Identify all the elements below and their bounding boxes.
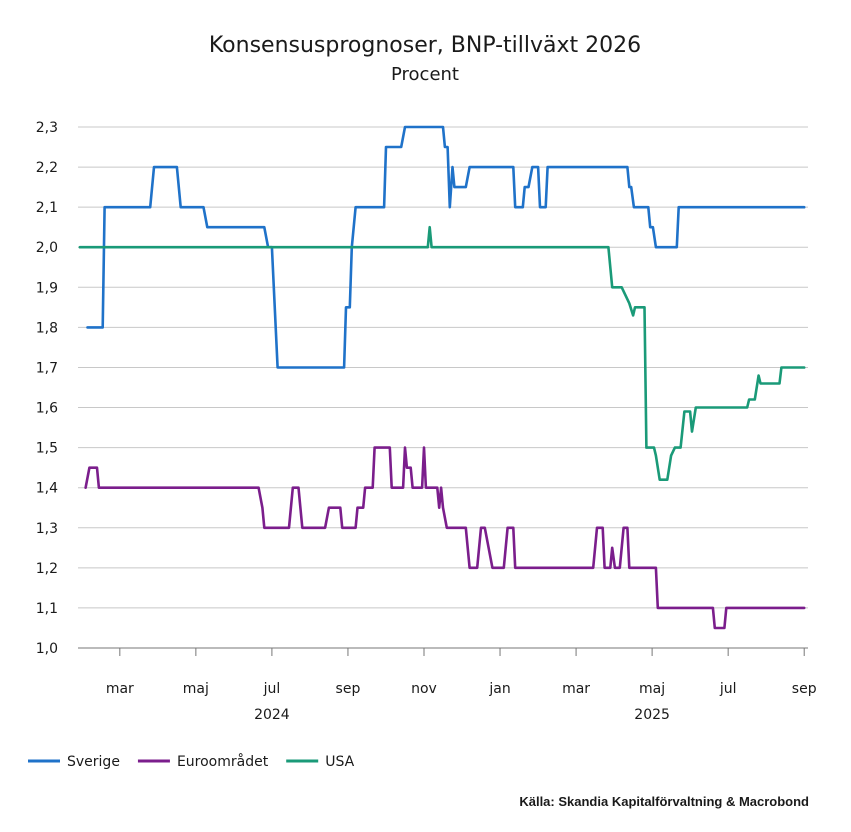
y-tick-label: 2,0 — [36, 240, 58, 256]
x-tick-label: sep — [336, 681, 361, 697]
series-line-euroomr-det — [84, 446, 806, 630]
x-year-label: 2024 — [254, 707, 290, 723]
grid-lines — [78, 126, 808, 649]
y-tick-label: 2,1 — [36, 200, 58, 216]
y-tick-label: 1,8 — [36, 320, 58, 336]
chart-title: Konsensusprognoser, BNP-tillväxt 2026 — [209, 33, 641, 58]
legend-label: USA — [325, 754, 354, 770]
y-tick-label: 1,7 — [36, 360, 58, 376]
series-line-sverige — [86, 125, 806, 369]
x-tick-label: jan — [488, 681, 510, 697]
y-tick-label: 2,3 — [36, 120, 58, 136]
source-note: Källa: Skandia Kapitalförvaltning & Macr… — [519, 794, 809, 809]
x-tick-label: sep — [792, 681, 817, 697]
y-tick-label: 1,1 — [36, 601, 58, 617]
y-tick-label: 1,5 — [36, 441, 58, 457]
y-tick-label: 1,3 — [36, 521, 58, 537]
y-axis: 1,0 1,1 1,2 1,3 1,4 1,5 1,6 1,7 1,8 1,9 2,0 2,1 2,2 2… — [36, 120, 58, 657]
y-tick-label: 1,0 — [36, 641, 58, 657]
legend-label: Sverige — [67, 754, 120, 770]
x-tick-label: mar — [106, 681, 134, 697]
y-tick-label: 1,2 — [36, 561, 58, 577]
x-year-label: 2025 — [634, 707, 670, 723]
y-tick-label: 1,4 — [36, 481, 58, 497]
y-tick-label: 2,2 — [36, 160, 58, 176]
legend-label: Euroområdet — [177, 753, 269, 770]
x-tick-label: jul — [263, 681, 281, 697]
series-line-usa — [78, 225, 806, 482]
y-tick-label: 1,9 — [36, 280, 58, 296]
chart-subtitle: Procent — [391, 64, 459, 85]
x-tick-label: maj — [183, 681, 209, 697]
x-tick-label: jul — [719, 681, 737, 697]
legend: Sverige Euroområdet USA — [28, 753, 355, 770]
y-tick-label: 1,6 — [36, 401, 58, 417]
x-axis: mar maj jul sep nov jan mar maj jul sep 2024 2025 — [106, 648, 817, 723]
series-lines — [78, 125, 806, 630]
x-tick-label: maj — [639, 681, 665, 697]
x-tick-label: mar — [562, 681, 590, 697]
x-tick-label: nov — [411, 681, 437, 697]
